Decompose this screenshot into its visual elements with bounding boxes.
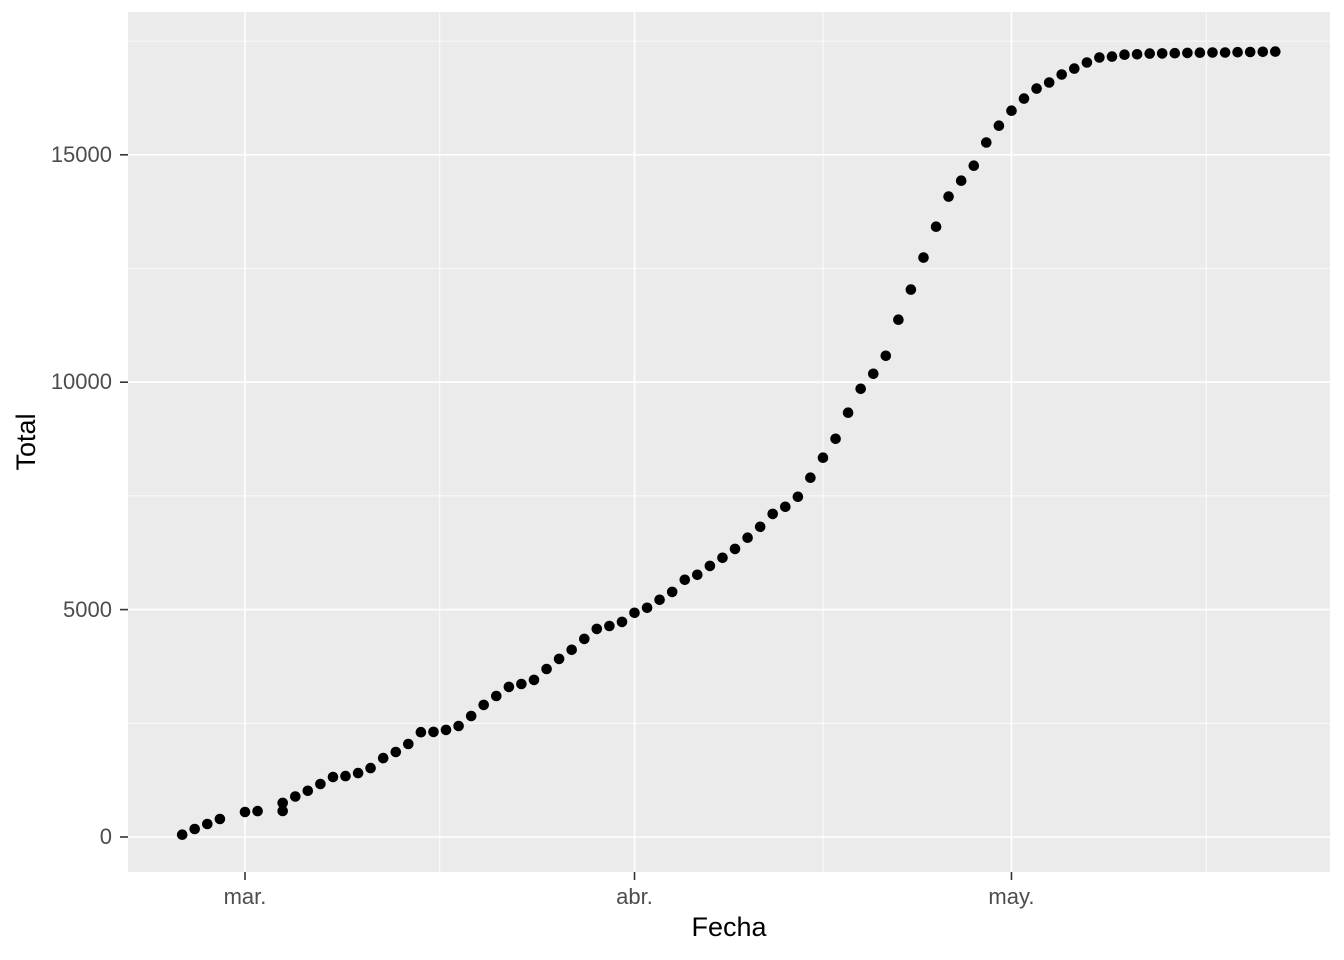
data-point [553, 653, 565, 665]
data-point [277, 797, 289, 809]
data-point [1244, 46, 1256, 58]
y-tick-label: 10000 [50, 369, 112, 395]
data-point [189, 823, 200, 835]
data-point [365, 762, 376, 774]
y-tick-label: 5000 [63, 596, 112, 622]
data-point [1156, 48, 1168, 59]
data-point [893, 314, 904, 326]
data-point [390, 746, 402, 758]
data-point [1207, 47, 1218, 58]
data-point [1069, 63, 1080, 74]
data-point [340, 770, 351, 782]
data-point [1270, 46, 1281, 57]
data-point [1169, 47, 1181, 59]
data-point [754, 521, 766, 533]
data-point [1182, 47, 1193, 59]
data-point [591, 623, 603, 635]
data-point [415, 726, 427, 738]
data-point [1257, 46, 1269, 58]
data-point [880, 350, 892, 362]
data-point [918, 252, 929, 263]
data-point [1131, 49, 1143, 60]
data-point [453, 720, 464, 732]
data-point [516, 678, 527, 690]
data-point [981, 137, 992, 148]
data-point [1232, 46, 1243, 58]
data-point [817, 452, 829, 464]
data-point [679, 574, 691, 586]
data-point [579, 633, 590, 645]
data-point [704, 560, 716, 572]
data-point [1056, 69, 1067, 80]
data-point [541, 663, 552, 675]
data-point [905, 284, 917, 295]
data-point [1043, 77, 1055, 88]
data-point [830, 433, 841, 445]
data-point [666, 586, 678, 598]
data-point [943, 191, 954, 202]
x-tick-label: mar. [223, 884, 267, 909]
data-point [1119, 49, 1130, 60]
data-point [993, 120, 1005, 131]
data-point [1219, 47, 1231, 58]
data-point [377, 752, 389, 764]
data-point [327, 771, 339, 783]
data-point [214, 813, 226, 825]
data-point [842, 407, 854, 419]
data-point [1006, 105, 1017, 116]
data-point [1194, 47, 1206, 58]
data-point [478, 699, 490, 711]
data-point [1144, 48, 1155, 59]
data-point [1094, 52, 1105, 63]
data-point [1031, 83, 1042, 94]
data-point [855, 383, 866, 395]
data-point [729, 543, 741, 555]
data-point [654, 594, 665, 606]
data-point [302, 785, 314, 797]
data-point [1106, 51, 1118, 62]
data-point [780, 501, 791, 513]
data-point [767, 508, 778, 520]
x-tick-label: may. [988, 884, 1035, 909]
data-point [465, 710, 477, 722]
data-point [352, 767, 364, 779]
data-point [616, 616, 628, 628]
data-point [717, 552, 728, 564]
data-point [403, 738, 414, 750]
data-point [1081, 57, 1093, 68]
data-point [1018, 93, 1030, 104]
data-point [629, 607, 640, 619]
data-point [528, 674, 540, 686]
data-point [566, 644, 577, 656]
y-axis-title: Total [11, 413, 41, 471]
plot-panel [128, 12, 1330, 872]
data-point [930, 221, 942, 232]
y-tick-label: 0 [99, 824, 112, 849]
data-point [868, 368, 879, 380]
data-point [290, 791, 301, 802]
data-point [692, 569, 703, 581]
data-point [440, 724, 452, 736]
x-tick-label: abr. [616, 884, 653, 909]
data-point [202, 818, 213, 830]
data-point [968, 160, 980, 171]
data-point [428, 726, 439, 738]
data-point [315, 778, 326, 790]
data-point [277, 805, 289, 817]
data-point [641, 602, 653, 614]
y-tick-label: 15000 [50, 141, 112, 167]
data-point [742, 532, 753, 543]
data-point [491, 690, 502, 702]
data-point [503, 681, 515, 693]
data-point [792, 491, 804, 503]
x-axis-title: Fecha [691, 912, 767, 942]
data-point [604, 620, 615, 632]
data-point [805, 472, 816, 484]
data-point [955, 175, 967, 186]
data-point [176, 829, 188, 840]
data-point [239, 806, 251, 818]
data-point [252, 805, 263, 817]
